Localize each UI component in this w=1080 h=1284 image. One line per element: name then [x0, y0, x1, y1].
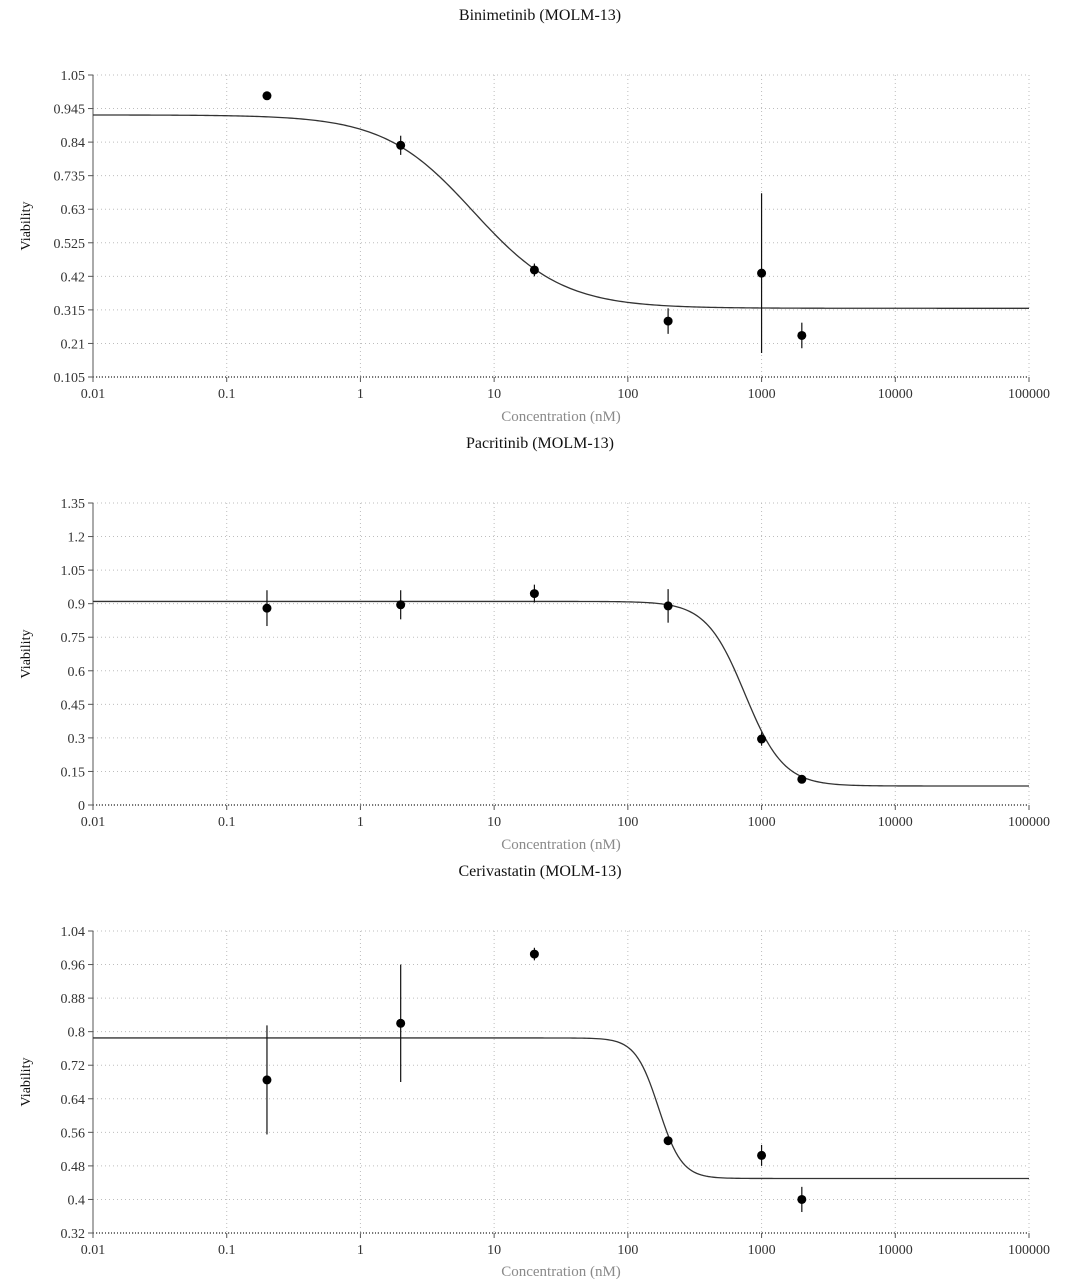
x-tick-label: 100000	[1008, 387, 1050, 402]
x-tick-label: 1	[357, 815, 364, 830]
y-tick-label: 0.9	[68, 598, 86, 613]
y-tick-label: 0.315	[54, 304, 86, 319]
y-tick-label: 0.8	[68, 1026, 86, 1041]
y-tick-label: 1.35	[61, 497, 86, 512]
chart-panel-2: Pacritinib (MOLM-13) Concentration (nM) Vi…	[19, 435, 1050, 853]
x-axis-label: Concentration (nM)	[501, 409, 621, 425]
x-tick-label: 100000	[1008, 815, 1050, 830]
y-tick-label: 0.45	[61, 698, 86, 713]
x-tick-label: 10	[487, 1243, 501, 1258]
y-tick-label: 0.88	[61, 992, 86, 1007]
fit-curve	[93, 1037, 1029, 1180]
x-tick-label: 100	[617, 815, 638, 830]
x-tick-label: 0.01	[81, 387, 106, 402]
chart-panel-3: Cerivastatin (MOLM-13) Concentration (nM)…	[19, 863, 1050, 1280]
x-axis-label: Concentration (nM)	[501, 837, 621, 853]
data-point	[797, 1194, 807, 1204]
y-tick-label: 1.2	[68, 531, 86, 546]
x-tick-label: 0.01	[81, 815, 106, 830]
data-point	[757, 268, 767, 278]
data-point	[797, 330, 807, 340]
data-point	[797, 774, 807, 784]
data-point	[757, 1150, 767, 1160]
chart-title: Binimetinib (MOLM-13)	[459, 7, 621, 24]
x-tick-label: 1000	[748, 1243, 776, 1258]
y-tick-label: 0.15	[61, 765, 86, 780]
y-tick-label: 0.105	[54, 371, 86, 386]
x-tick-label: 1000	[748, 815, 776, 830]
x-tick-label: 0.1	[218, 815, 236, 830]
data-point	[663, 316, 673, 326]
x-tick-label: 1	[357, 1243, 364, 1258]
data-point	[663, 601, 673, 611]
data-point	[757, 734, 767, 744]
y-tick-label: 0.63	[61, 203, 86, 218]
y-tick-label: 0.4	[68, 1193, 86, 1208]
x-axis-label: Concentration (nM)	[501, 1264, 621, 1280]
data-point	[529, 589, 539, 599]
y-tick-label: 0.21	[61, 337, 86, 352]
y-tick-label: 0	[78, 799, 85, 814]
y-tick-label: 0.6	[68, 665, 86, 680]
data-point	[396, 1018, 406, 1028]
x-tick-label: 100	[617, 387, 638, 402]
x-tick-label: 10000	[878, 815, 913, 830]
x-tick-label: 10000	[878, 1243, 913, 1258]
data-point	[262, 91, 272, 101]
y-tick-label: 0.96	[61, 959, 86, 974]
x-tick-label: 1000	[748, 387, 776, 402]
x-tick-label: 0.1	[218, 1243, 236, 1258]
chart-title: Cerivastatin (MOLM-13)	[458, 863, 621, 880]
chart-title: Pacritinib (MOLM-13)	[466, 435, 614, 452]
x-tick-label: 1	[357, 387, 364, 402]
y-axis-label: Viability	[19, 630, 34, 679]
x-tick-label: 0.1	[218, 387, 236, 402]
data-point	[663, 1136, 673, 1146]
x-tick-label: 10	[487, 387, 501, 402]
data-point	[396, 600, 406, 610]
y-tick-label: 0.735	[54, 170, 86, 185]
data-point	[529, 949, 539, 959]
data-point	[262, 1075, 272, 1085]
y-tick-label: 0.42	[61, 270, 86, 285]
y-tick-label: 0.84	[61, 136, 86, 151]
x-tick-label: 0.01	[81, 1243, 106, 1258]
y-axis-label: Viability	[19, 1058, 34, 1107]
y-tick-label: 0.3	[68, 732, 86, 747]
fit-curve	[93, 600, 1029, 787]
y-tick-label: 0.945	[54, 103, 86, 118]
data-point	[396, 140, 406, 150]
y-tick-label: 0.32	[61, 1227, 86, 1242]
chart-panel-1: Binimetinib (MOLM-13) Concentration (nM) V…	[19, 7, 1050, 425]
y-tick-label: 1.04	[61, 925, 86, 940]
y-tick-label: 0.64	[61, 1093, 86, 1108]
y-axis-label: Viability	[19, 202, 34, 251]
y-tick-label: 0.72	[61, 1059, 86, 1074]
data-point	[529, 265, 539, 275]
y-tick-label: 1.05	[61, 564, 86, 579]
x-tick-label: 10	[487, 815, 501, 830]
y-tick-label: 1.05	[61, 69, 86, 84]
x-tick-label: 100	[617, 1243, 638, 1258]
data-point	[262, 603, 272, 613]
y-tick-label: 0.75	[61, 631, 86, 646]
fit-curve	[93, 114, 1029, 309]
y-tick-label: 0.525	[54, 237, 86, 252]
x-tick-label: 100000	[1008, 1243, 1050, 1258]
y-tick-label: 0.56	[61, 1126, 86, 1141]
x-tick-label: 10000	[878, 387, 913, 402]
y-tick-label: 0.48	[61, 1160, 86, 1175]
